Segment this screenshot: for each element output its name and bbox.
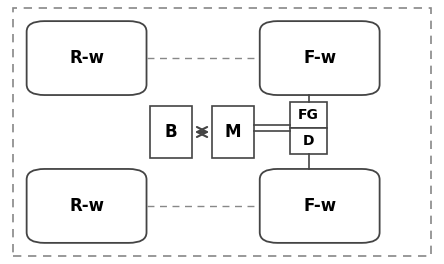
FancyBboxPatch shape [27, 21, 147, 95]
FancyBboxPatch shape [212, 106, 254, 158]
Text: R-w: R-w [69, 197, 104, 215]
FancyBboxPatch shape [260, 169, 380, 243]
FancyBboxPatch shape [289, 128, 327, 154]
Text: D: D [303, 134, 314, 148]
FancyBboxPatch shape [27, 169, 147, 243]
Text: B: B [165, 123, 177, 141]
FancyBboxPatch shape [289, 102, 327, 128]
FancyBboxPatch shape [150, 106, 192, 158]
Text: F-w: F-w [303, 49, 336, 67]
FancyBboxPatch shape [260, 21, 380, 95]
Text: FG: FG [298, 108, 319, 122]
Text: R-w: R-w [69, 49, 104, 67]
Text: F-w: F-w [303, 197, 336, 215]
Text: M: M [225, 123, 242, 141]
